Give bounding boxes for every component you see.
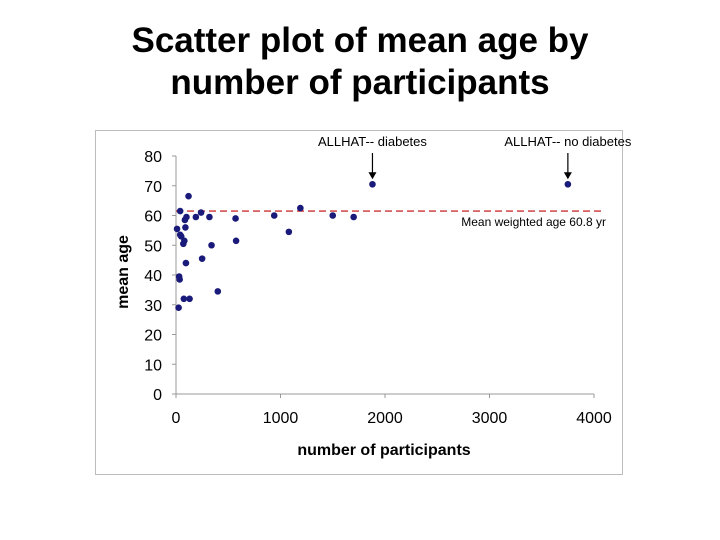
data-point: [197, 209, 205, 216]
annotation-label: ALLHAT-- no diabetes: [504, 134, 631, 149]
y-tick-label: 70: [144, 179, 162, 196]
data-point: [185, 192, 192, 200]
data-point: [192, 213, 200, 221]
data-point: [297, 204, 304, 212]
y-tick-label: 20: [144, 328, 162, 345]
data-point: [214, 288, 222, 295]
x-tick-label: 3000: [472, 410, 508, 427]
data-point: [182, 224, 189, 231]
data-point: [329, 212, 337, 219]
y-tick-label: 60: [144, 209, 162, 226]
chart-axes: 0 10 20 30 40 50 60 70 80 0 1000 2000 3000 4000: [144, 149, 612, 427]
y-axis-title: mean age: [115, 235, 132, 309]
slide-title: Scatter plot of mean age by number of pa…: [0, 20, 720, 104]
data-point: [183, 213, 190, 221]
data-point: [180, 295, 188, 303]
data-point: [198, 255, 206, 262]
y-tick-label: 30: [144, 298, 162, 315]
data-point: [350, 213, 357, 221]
annotation-arrow-head: [368, 172, 377, 180]
x-tick-label: 0: [172, 410, 181, 427]
x-tick-label: 2000: [367, 410, 403, 427]
mean-reference-label: Mean weighted age 60.8 yr: [461, 215, 606, 229]
data-point: [175, 304, 182, 312]
data-point: [182, 259, 190, 267]
data-point: [186, 295, 193, 303]
data-point: [369, 180, 376, 188]
x-tick-label: 1000: [263, 410, 299, 427]
data-point: [208, 241, 215, 249]
data-points: [173, 180, 572, 312]
data-point: [206, 213, 213, 221]
slide-title-line1: Scatter plot of mean age by: [131, 21, 589, 60]
data-point: [270, 212, 278, 219]
annotation-arrow-head: [563, 172, 572, 180]
data-point: [176, 207, 184, 215]
slide-title-line2: number of participants: [170, 63, 550, 102]
y-tick-label: 50: [144, 238, 162, 255]
data-point: [176, 276, 183, 283]
chart-frame: [95, 130, 623, 475]
data-point: [173, 225, 181, 233]
data-point: [181, 237, 188, 245]
annotations: ALLHAT-- diabetes ALLHAT-- no diabetes: [318, 134, 632, 180]
data-point: [285, 228, 293, 236]
y-tick-label: 80: [144, 149, 162, 166]
x-axis-title: number of participants: [297, 442, 470, 459]
x-tick-label: 4000: [576, 410, 612, 427]
y-tick-label: 0: [153, 387, 162, 404]
y-tick-label: 10: [144, 357, 162, 374]
annotation-label: ALLHAT-- diabetes: [318, 134, 427, 149]
data-point: [232, 237, 240, 245]
data-point: [564, 180, 572, 188]
y-tick-label: 40: [144, 268, 162, 285]
data-point: [232, 215, 239, 222]
reference-line-group: Mean weighted age 60.8 yr: [176, 210, 606, 229]
